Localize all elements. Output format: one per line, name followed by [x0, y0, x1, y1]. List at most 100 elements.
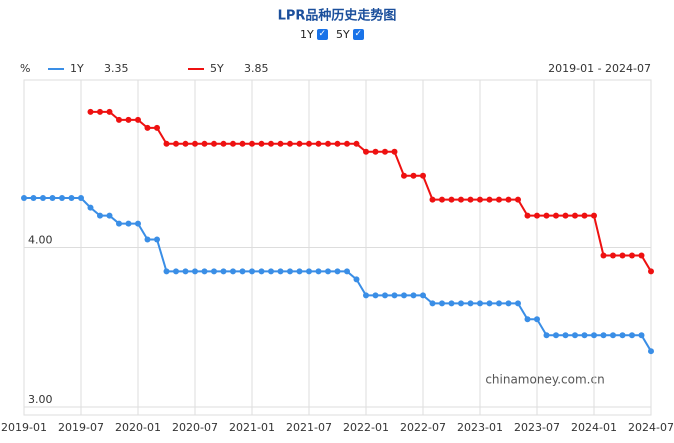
y-tick-label: 3.00 [28, 393, 53, 406]
data-point [306, 268, 312, 275]
data-point [40, 195, 46, 202]
data-point [477, 196, 483, 203]
data-point [287, 268, 293, 275]
data-point [144, 236, 151, 243]
data-point [334, 268, 341, 275]
data-point [68, 195, 75, 202]
data-point [106, 108, 113, 115]
data-point [524, 316, 531, 323]
data-point [116, 116, 122, 123]
chart-title: LPR品种历史走势图 [278, 8, 397, 24]
data-point [154, 124, 160, 131]
data-point [648, 268, 654, 275]
data-point [420, 172, 426, 179]
data-point [163, 140, 170, 147]
toggle-1y[interactable]: 1Y ✓ [300, 28, 328, 41]
data-point [391, 292, 398, 299]
data-point [619, 252, 626, 259]
data-point [230, 268, 236, 275]
y-unit: % [20, 62, 30, 75]
y-tick-label: 4.00 [28, 234, 53, 247]
x-tick-label: 2024-01 [571, 421, 617, 434]
data-point [201, 140, 208, 147]
x-tick-label: 2019-01 [1, 421, 47, 434]
data-point [211, 268, 217, 275]
data-point [325, 268, 331, 275]
data-point [505, 300, 512, 307]
x-tick-label: 2019-07 [58, 421, 104, 434]
checkbox[interactable]: ✓ [352, 29, 364, 40]
data-point [372, 148, 379, 155]
data-point [182, 268, 189, 275]
data-point [619, 332, 626, 339]
legend-label: 1Y [70, 62, 84, 75]
data-point [363, 292, 369, 299]
data-point [467, 300, 474, 307]
data-point [562, 212, 569, 219]
data-point [638, 332, 645, 339]
data-point [562, 332, 569, 339]
data-point [391, 148, 398, 155]
data-point [296, 140, 303, 147]
data-point [163, 268, 170, 275]
data-point [192, 268, 198, 275]
data-point [610, 252, 616, 259]
data-point [30, 195, 37, 202]
data-point [306, 140, 312, 147]
x-tick-label: 2020-01 [115, 421, 161, 434]
data-point [268, 268, 274, 275]
toggle-5y[interactable]: 5Y ✓ [336, 28, 364, 41]
data-point [239, 268, 246, 275]
data-point [344, 268, 350, 275]
data-point [87, 108, 94, 115]
data-point [239, 140, 246, 147]
data-point [182, 140, 189, 147]
data-point [486, 300, 493, 307]
data-point [515, 196, 521, 203]
toggle-label: 1Y [300, 28, 314, 41]
data-point [230, 140, 236, 147]
data-point [201, 268, 208, 275]
data-point [249, 140, 255, 147]
data-point [372, 292, 379, 299]
data-point [477, 300, 483, 307]
x-tick-label: 2024-07 [628, 421, 674, 434]
data-point [211, 140, 217, 147]
data-point [78, 195, 84, 202]
x-tick-label: 2023-01 [457, 421, 503, 434]
data-point [439, 196, 445, 203]
data-point [334, 140, 341, 147]
data-point [87, 204, 94, 211]
data-point [534, 316, 540, 323]
data-point [581, 332, 588, 339]
data-point [429, 300, 436, 307]
data-point [496, 300, 502, 307]
legend-value: 3.35 [104, 62, 129, 75]
data-point [591, 332, 597, 339]
data-point [344, 140, 350, 147]
data-point [268, 140, 274, 147]
data-point [420, 292, 426, 299]
data-point [325, 140, 331, 147]
data-point [116, 220, 122, 227]
data-point [448, 300, 455, 307]
data-point [410, 172, 417, 179]
data-point [97, 212, 103, 219]
data-point [277, 268, 284, 275]
data-point [173, 140, 179, 147]
data-point [543, 212, 550, 219]
data-point [106, 212, 113, 219]
x-tick-label: 2023-07 [514, 421, 560, 434]
x-tick-label: 2021-01 [229, 421, 275, 434]
data-point [515, 300, 521, 307]
data-point [382, 292, 388, 299]
data-point [524, 212, 531, 219]
checkbox[interactable]: ✓ [316, 29, 328, 40]
x-tick-label: 2022-01 [343, 421, 389, 434]
data-point [353, 140, 360, 147]
data-point [135, 116, 141, 123]
data-point [249, 268, 255, 275]
data-point [553, 212, 559, 219]
legend-value: 3.85 [244, 62, 269, 75]
